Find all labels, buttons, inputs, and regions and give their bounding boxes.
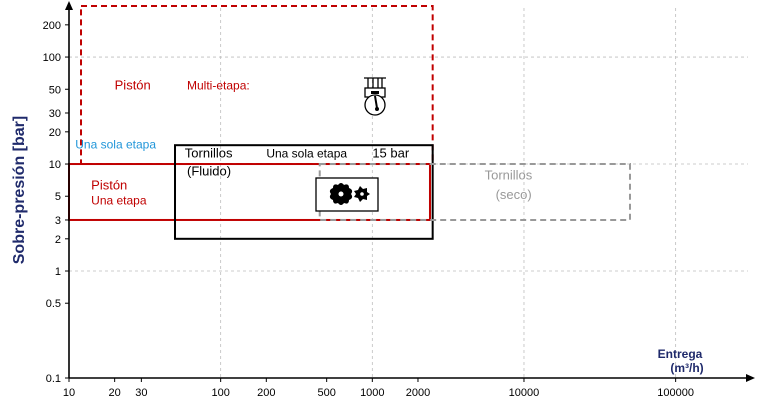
- region-label: (Fluido): [187, 164, 231, 179]
- region-label: Pistón: [91, 177, 127, 192]
- y-tick-label: 5: [55, 191, 61, 203]
- x-tick-label: 20: [109, 387, 121, 399]
- x-axis-unit: (m³/h): [670, 361, 703, 375]
- x-tick-label: 30: [135, 387, 147, 399]
- y-tick-label: 3: [55, 215, 61, 227]
- screw-rotor-icon: [315, 177, 379, 212]
- region-label: Tornillos: [485, 167, 533, 182]
- y-tick-label: 200: [43, 20, 61, 32]
- y-tick-label: 20: [49, 127, 61, 139]
- y-tick-label: 30: [49, 108, 61, 120]
- y-axis-label: Sobre-presión [bar]: [11, 116, 28, 264]
- y-tick-label: 100: [43, 52, 61, 64]
- region-label: Una sola etapa: [75, 137, 156, 151]
- region-label: (seco): [496, 187, 532, 202]
- x-tick-label: 1000: [360, 387, 384, 399]
- x-tick-label: 100000: [657, 387, 694, 399]
- x-ticks: 10 20 30 100 200 500 1000 2000 10000 100000: [63, 378, 694, 399]
- region-label: Una etapa: [91, 193, 147, 207]
- y-tick-label: 2: [55, 234, 61, 246]
- grid-lines: [69, 8, 748, 378]
- region-box-3: [174, 144, 434, 240]
- region-label: Tornillos: [185, 146, 233, 161]
- x-tick-label: 10: [63, 387, 75, 399]
- x-axis-arrow: [746, 374, 755, 382]
- region-label: 15 bar: [372, 146, 410, 161]
- y-tick-label: 10: [49, 159, 61, 171]
- x-tick-label: 10000: [509, 387, 540, 399]
- y-axis-arrow: [65, 1, 73, 10]
- x-axis-label: Entrega: [658, 347, 703, 361]
- x-tick-label: 2000: [406, 387, 430, 399]
- y-tick-label: 0.1: [46, 373, 61, 385]
- x-tick-label: 500: [317, 387, 335, 399]
- x-tick-label: 200: [257, 387, 275, 399]
- region-label: Multi-etapa:: [187, 78, 250, 92]
- x-tick-label: 100: [211, 387, 229, 399]
- y-tick-label: 50: [49, 84, 61, 96]
- region-label: Pistón: [115, 77, 151, 92]
- region-label: Una sola etapa: [266, 147, 347, 161]
- piston-icon: [364, 77, 386, 116]
- region-labels: Pistón Multi-etapa: Una sola etapa Tornillo…: [75, 77, 533, 207]
- y-ticks: 200 100 50 30 20 10 5 3 2 1 0.5 0.1: [43, 20, 69, 385]
- y-tick-label: 0.5: [46, 298, 61, 310]
- y-tick-label: 1: [55, 266, 61, 278]
